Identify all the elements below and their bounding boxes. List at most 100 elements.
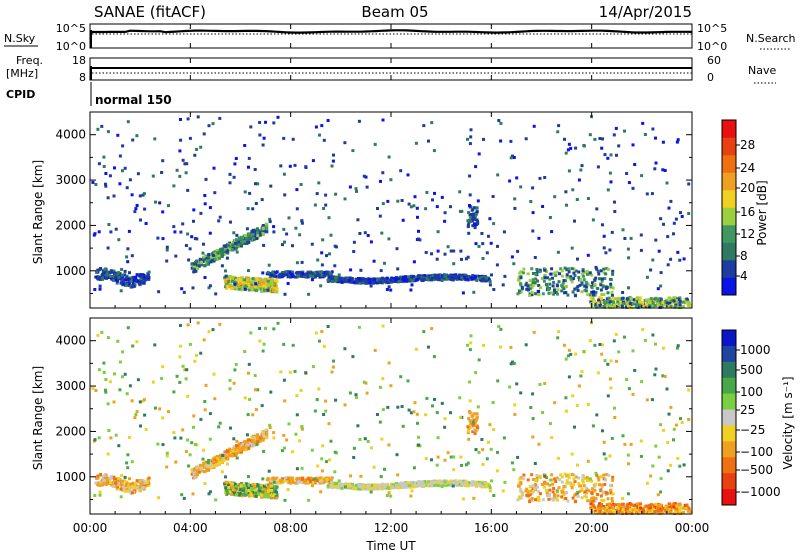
power-cell xyxy=(451,278,455,282)
velocity-cell xyxy=(232,491,236,494)
power-cell xyxy=(474,242,478,246)
power-cell xyxy=(333,244,337,248)
velocity-cell xyxy=(618,509,622,513)
power-cell xyxy=(224,274,228,278)
power-cell xyxy=(267,263,271,267)
velocity-cell xyxy=(531,417,535,421)
power-cell xyxy=(471,214,475,218)
velocity-cell xyxy=(687,506,691,510)
velocity-cell xyxy=(109,436,113,440)
power-cell xyxy=(158,201,162,205)
power-cell xyxy=(115,281,119,285)
power-cell xyxy=(620,304,624,308)
power-cell xyxy=(381,277,385,280)
velocity-cell xyxy=(600,502,603,506)
velocity-cell xyxy=(566,499,570,503)
velocity-cell xyxy=(254,491,258,495)
power-cell xyxy=(324,193,328,197)
power-cell xyxy=(184,171,188,175)
velocity-cell xyxy=(623,505,627,509)
velocity-cell xyxy=(272,327,276,331)
velocity-cell xyxy=(225,492,229,496)
power-cell xyxy=(569,146,573,150)
power-cell xyxy=(102,165,106,168)
velocity-cell xyxy=(576,495,580,498)
velocity-cell xyxy=(313,480,317,484)
velocity-cell xyxy=(295,413,299,417)
power-cell xyxy=(537,270,541,274)
velocity-cell xyxy=(118,388,122,392)
velocity-cell xyxy=(570,486,574,490)
power-cell xyxy=(322,274,326,278)
velocity-cell xyxy=(606,497,610,501)
velocity-cell xyxy=(147,476,151,480)
velocity-cell xyxy=(225,490,229,494)
power-cell xyxy=(245,227,249,231)
power-cell xyxy=(427,139,430,143)
power-cell xyxy=(128,178,132,182)
power-cell xyxy=(178,174,182,178)
velocity-cell xyxy=(237,493,241,497)
velocity-cell xyxy=(557,330,561,334)
velocity-cell xyxy=(211,328,215,332)
power-cell xyxy=(482,137,485,141)
power-cell xyxy=(593,282,597,286)
colorbar-segment xyxy=(722,242,736,261)
power-cell xyxy=(387,237,391,241)
power-cell xyxy=(99,267,103,270)
velocity-cell xyxy=(305,478,308,482)
colorbar-segment xyxy=(722,190,736,208)
velocity-cell xyxy=(270,492,274,496)
power-cell xyxy=(468,174,472,178)
power-cell xyxy=(140,275,144,279)
velocity-cell xyxy=(288,370,292,374)
power-cell xyxy=(355,189,358,193)
power-cell xyxy=(330,280,334,283)
sky-tick-top: 10^5 xyxy=(56,22,86,35)
power-cell xyxy=(420,278,424,282)
power-cell xyxy=(279,164,283,168)
velocity-cell xyxy=(661,346,665,350)
velocity-cell xyxy=(415,412,419,416)
velocity-cell xyxy=(474,371,478,375)
velocity-cell xyxy=(201,457,205,461)
velocity-cell xyxy=(192,414,196,418)
power-cell xyxy=(254,282,258,286)
power-cell xyxy=(190,262,194,266)
power-cell xyxy=(188,136,192,140)
power-cell xyxy=(134,207,138,211)
power-cell xyxy=(576,257,579,261)
power-cell xyxy=(116,279,119,283)
power-cell xyxy=(270,282,274,286)
power-cell xyxy=(600,296,603,300)
velocity-cell xyxy=(206,465,209,469)
velocity-cell xyxy=(128,384,132,388)
power-cell xyxy=(121,281,125,285)
power-cell xyxy=(556,250,560,254)
velocity-cell xyxy=(216,457,220,461)
power-cell xyxy=(320,270,324,274)
power-cell xyxy=(243,190,247,194)
power-cell xyxy=(389,288,393,292)
power-cell xyxy=(263,289,267,293)
power-cell xyxy=(652,297,656,301)
power-cell xyxy=(235,243,239,246)
power-cell xyxy=(647,305,651,309)
velocity-cell xyxy=(633,506,637,510)
velocity-cell xyxy=(247,494,251,498)
velocity-cell xyxy=(524,343,528,347)
velocity-cell xyxy=(296,480,300,484)
nave-label: Nave xyxy=(748,64,776,77)
velocity-cell xyxy=(219,456,223,460)
power-cell xyxy=(603,305,607,309)
velocity-cell xyxy=(658,511,662,515)
velocity-cell xyxy=(270,488,274,492)
power-cell xyxy=(559,267,563,271)
velocity-cell xyxy=(228,378,232,382)
power-cell xyxy=(621,302,625,306)
velocity-cell xyxy=(261,349,265,353)
power-cell xyxy=(376,278,380,282)
power-cell xyxy=(601,223,604,227)
velocity-cell xyxy=(145,481,149,485)
velocity-cell xyxy=(117,444,121,448)
